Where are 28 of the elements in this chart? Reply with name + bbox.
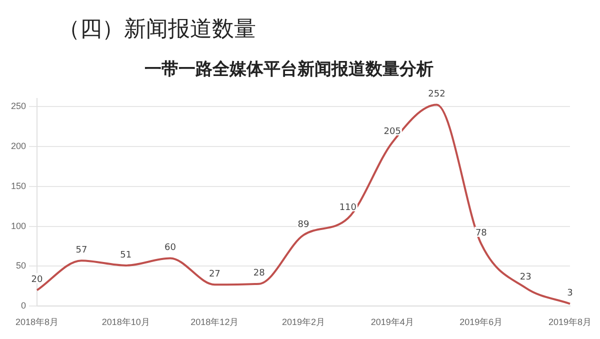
- data-label: 205: [384, 127, 401, 138]
- x-tick-label: 2019年6月: [460, 317, 503, 328]
- data-label: 3: [567, 288, 573, 299]
- y-tick-label: 200: [10, 140, 26, 151]
- x-tick-label: 2019年8月: [548, 317, 592, 328]
- x-tick-label: 2018年10月: [102, 317, 150, 328]
- data-label: 60: [164, 243, 176, 254]
- y-tick-label: 100: [10, 220, 26, 231]
- x-tick-label: 2018年12月: [190, 317, 239, 328]
- x-tick-label: 2018年8月: [16, 317, 59, 328]
- data-label: 89: [298, 220, 310, 230]
- y-tick-label: 150: [10, 180, 26, 191]
- data-label: 23: [520, 272, 532, 283]
- text: （四）新闻报道数量: [58, 16, 256, 44]
- data-label: 20: [31, 275, 44, 286]
- data-label: 57: [76, 245, 88, 256]
- data-label: 110: [339, 203, 357, 214]
- y-tick-label: 0: [21, 300, 26, 311]
- data-label: 78: [475, 228, 488, 239]
- x-tick-label: 2019年2月: [282, 317, 326, 328]
- data-label: 51: [120, 250, 132, 260]
- data-label: 27: [208, 269, 220, 280]
- chart-title: 一带一路全媒体平台新闻报道数量分析: [144, 60, 434, 80]
- data-label: 252: [428, 90, 446, 100]
- y-tick-label: 250: [10, 100, 26, 111]
- y-tick-label: 50: [16, 260, 26, 271]
- data-label: 28: [253, 268, 266, 279]
- x-tick-label: 2019年4月: [370, 317, 414, 328]
